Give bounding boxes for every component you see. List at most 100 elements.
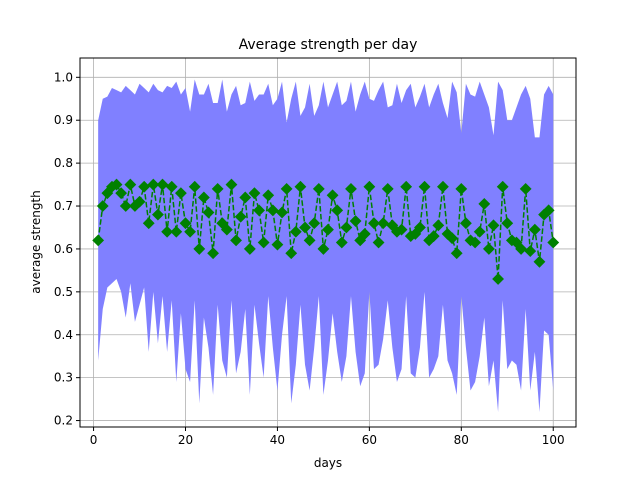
data-point-marker bbox=[170, 225, 183, 238]
y-tick-label: 0.9 bbox=[54, 113, 73, 127]
x-tick-label: 60 bbox=[362, 433, 377, 447]
data-point-marker bbox=[299, 221, 311, 234]
data-point-marker bbox=[115, 187, 128, 200]
data-point-marker bbox=[289, 225, 302, 238]
y-axis-label: average strength bbox=[29, 190, 43, 293]
data-point-marker bbox=[459, 217, 472, 230]
data-point-marker bbox=[372, 236, 385, 249]
data-point-marker bbox=[147, 178, 160, 191]
data-point-marker bbox=[395, 223, 408, 236]
y-tick-label: 0.6 bbox=[54, 242, 73, 256]
data-point-marker bbox=[225, 178, 238, 191]
data-point-marker bbox=[161, 225, 174, 238]
y-tick-label: 1.0 bbox=[54, 70, 73, 84]
data-point-marker bbox=[547, 236, 560, 249]
data-point-marker bbox=[96, 200, 109, 212]
data-point-marker bbox=[262, 189, 275, 202]
data-point-marker bbox=[400, 180, 413, 193]
data-point-marker bbox=[266, 204, 279, 217]
data-point-marker bbox=[358, 228, 371, 240]
data-point-marker bbox=[427, 230, 440, 242]
data-point-marker bbox=[243, 243, 256, 255]
data-point-marker bbox=[432, 219, 445, 232]
x-tick-label: 0 bbox=[90, 433, 98, 447]
y-tick-label: 0.3 bbox=[54, 371, 73, 385]
data-point-marker bbox=[110, 178, 123, 191]
data-point-marker bbox=[211, 182, 224, 195]
data-point-marker bbox=[418, 180, 431, 193]
data-point-marker bbox=[340, 221, 353, 234]
data-point-marker bbox=[303, 234, 316, 247]
data-point-marker bbox=[492, 273, 504, 285]
data-point-marker bbox=[142, 217, 155, 230]
data-point-marker bbox=[92, 234, 105, 247]
data-point-marker bbox=[326, 189, 339, 202]
data-point-marker bbox=[317, 243, 330, 255]
data-point-marker bbox=[381, 182, 394, 195]
x-tick-label: 20 bbox=[178, 433, 193, 447]
data-point-marker bbox=[377, 217, 390, 230]
data-point-marker bbox=[119, 200, 132, 212]
data-point-marker bbox=[473, 225, 486, 238]
data-point-marker bbox=[239, 191, 252, 204]
data-point-marker bbox=[322, 223, 334, 236]
data-point-marker bbox=[280, 182, 293, 195]
x-tick-label: 80 bbox=[454, 433, 469, 447]
data-point-marker bbox=[482, 243, 495, 255]
y-tick-label: 0.7 bbox=[54, 199, 73, 213]
data-point-marker bbox=[368, 217, 380, 230]
data-point-marker bbox=[234, 210, 247, 223]
data-point-marker bbox=[519, 182, 532, 195]
data-point-marker bbox=[220, 223, 233, 236]
data-point-marker bbox=[152, 208, 164, 221]
data-point-marker bbox=[138, 180, 151, 193]
data-point-marker bbox=[207, 247, 219, 260]
data-point-marker bbox=[285, 247, 298, 260]
data-point-marker bbox=[478, 197, 491, 210]
data-point-marker bbox=[294, 180, 307, 193]
data-point-marker bbox=[496, 180, 509, 193]
data-point-marker bbox=[331, 204, 344, 217]
data-point-marker bbox=[345, 182, 357, 195]
data-point-marker bbox=[156, 178, 169, 191]
data-point-marker bbox=[469, 236, 482, 249]
data-point-marker bbox=[349, 215, 362, 227]
data-point-marker bbox=[276, 206, 288, 219]
data-point-marker bbox=[230, 234, 242, 247]
data-point-marker bbox=[184, 225, 197, 238]
data-point-marker bbox=[174, 187, 187, 200]
data-point-marker bbox=[202, 206, 215, 219]
y-tick-label: 0.8 bbox=[54, 156, 73, 170]
y-tick-label: 0.2 bbox=[54, 414, 73, 428]
data-point-marker bbox=[446, 232, 459, 245]
data-point-marker bbox=[179, 217, 192, 230]
data-point-marker bbox=[253, 204, 265, 217]
data-point-marker bbox=[528, 223, 541, 236]
data-point-marker bbox=[542, 204, 555, 217]
x-axis-label: days bbox=[314, 456, 342, 470]
data-point-marker bbox=[363, 180, 376, 193]
x-tick-label: 40 bbox=[270, 433, 285, 447]
data-point-marker bbox=[487, 219, 500, 232]
y-tick-label: 0.4 bbox=[54, 328, 73, 342]
chart-title: Average strength per day bbox=[239, 37, 418, 53]
x-tick-label: 100 bbox=[542, 433, 565, 447]
data-point-marker bbox=[197, 191, 210, 204]
data-point-marker bbox=[450, 247, 463, 260]
data-point-marker bbox=[257, 236, 270, 249]
data-point-marker bbox=[515, 243, 527, 255]
data-point-marker bbox=[308, 217, 321, 230]
data-point-marker bbox=[133, 195, 146, 208]
data-point-marker bbox=[312, 182, 325, 195]
data-point-marker bbox=[335, 236, 348, 249]
plot-area: 0 20 40 60 80 100 0.2 0.3 0.4 0.5 0.6 0.7 0.8 0.9 1.0 bbox=[54, 57, 577, 447]
data-point-marker bbox=[124, 178, 137, 191]
y-tick-label: 0.5 bbox=[54, 285, 73, 299]
data-point-marker bbox=[248, 187, 261, 200]
series-markers bbox=[92, 178, 560, 285]
data-point-marker bbox=[414, 221, 426, 234]
data-point-marker bbox=[455, 182, 468, 195]
data-point-marker bbox=[524, 245, 537, 257]
data-point-marker bbox=[193, 243, 206, 255]
